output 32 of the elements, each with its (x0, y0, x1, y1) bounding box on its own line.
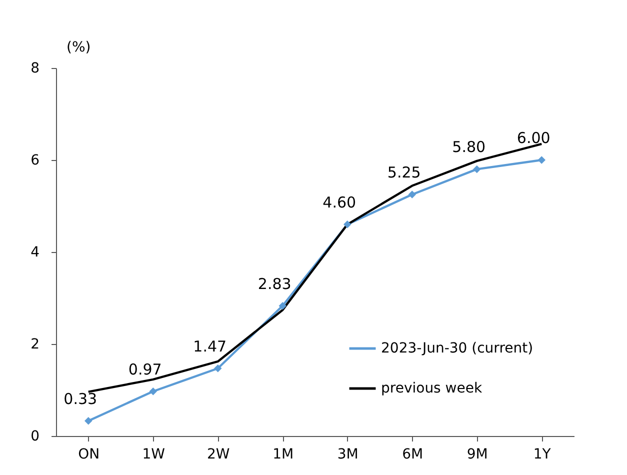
y-tick-label: 2 (30, 336, 40, 352)
point (408, 190, 416, 198)
x-tick-label: 1Y (533, 446, 552, 462)
point (214, 364, 222, 372)
y-tick-label: 6 (30, 152, 40, 168)
data-label: 0.97 (128, 360, 162, 378)
point (278, 302, 286, 310)
data-label: 2.83 (258, 274, 292, 293)
x-tick-label: 1M (272, 446, 294, 462)
data-label: 1.47 (193, 337, 227, 356)
y-tick-label: 0 (30, 428, 40, 444)
legend-label: previous week (381, 380, 483, 396)
point (149, 388, 157, 396)
y-axis-title: (%) (66, 40, 91, 56)
y-tick-label: 4 (30, 244, 40, 260)
point (473, 165, 481, 174)
y-tick-label: 8 (30, 60, 40, 76)
point (84, 416, 92, 425)
x-tick-label: 2W (207, 446, 230, 462)
x-tick-label: ON (78, 446, 100, 462)
data-label: 5.80 (452, 138, 486, 156)
legend-label: 2023-Jun-30 (current) (381, 340, 534, 356)
data-label: 6.00 (516, 129, 550, 147)
data-label: 4.60 (322, 193, 356, 212)
data-label: 0.33 (64, 390, 98, 408)
data-label: 5.25 (387, 164, 421, 182)
x-tick-label: 6M (402, 446, 424, 462)
point (344, 220, 352, 228)
x-tick-label: 1W (142, 446, 166, 462)
x-tick-label: 3M (337, 446, 358, 462)
x-tick-label: 9M (466, 446, 488, 462)
point (538, 156, 546, 164)
